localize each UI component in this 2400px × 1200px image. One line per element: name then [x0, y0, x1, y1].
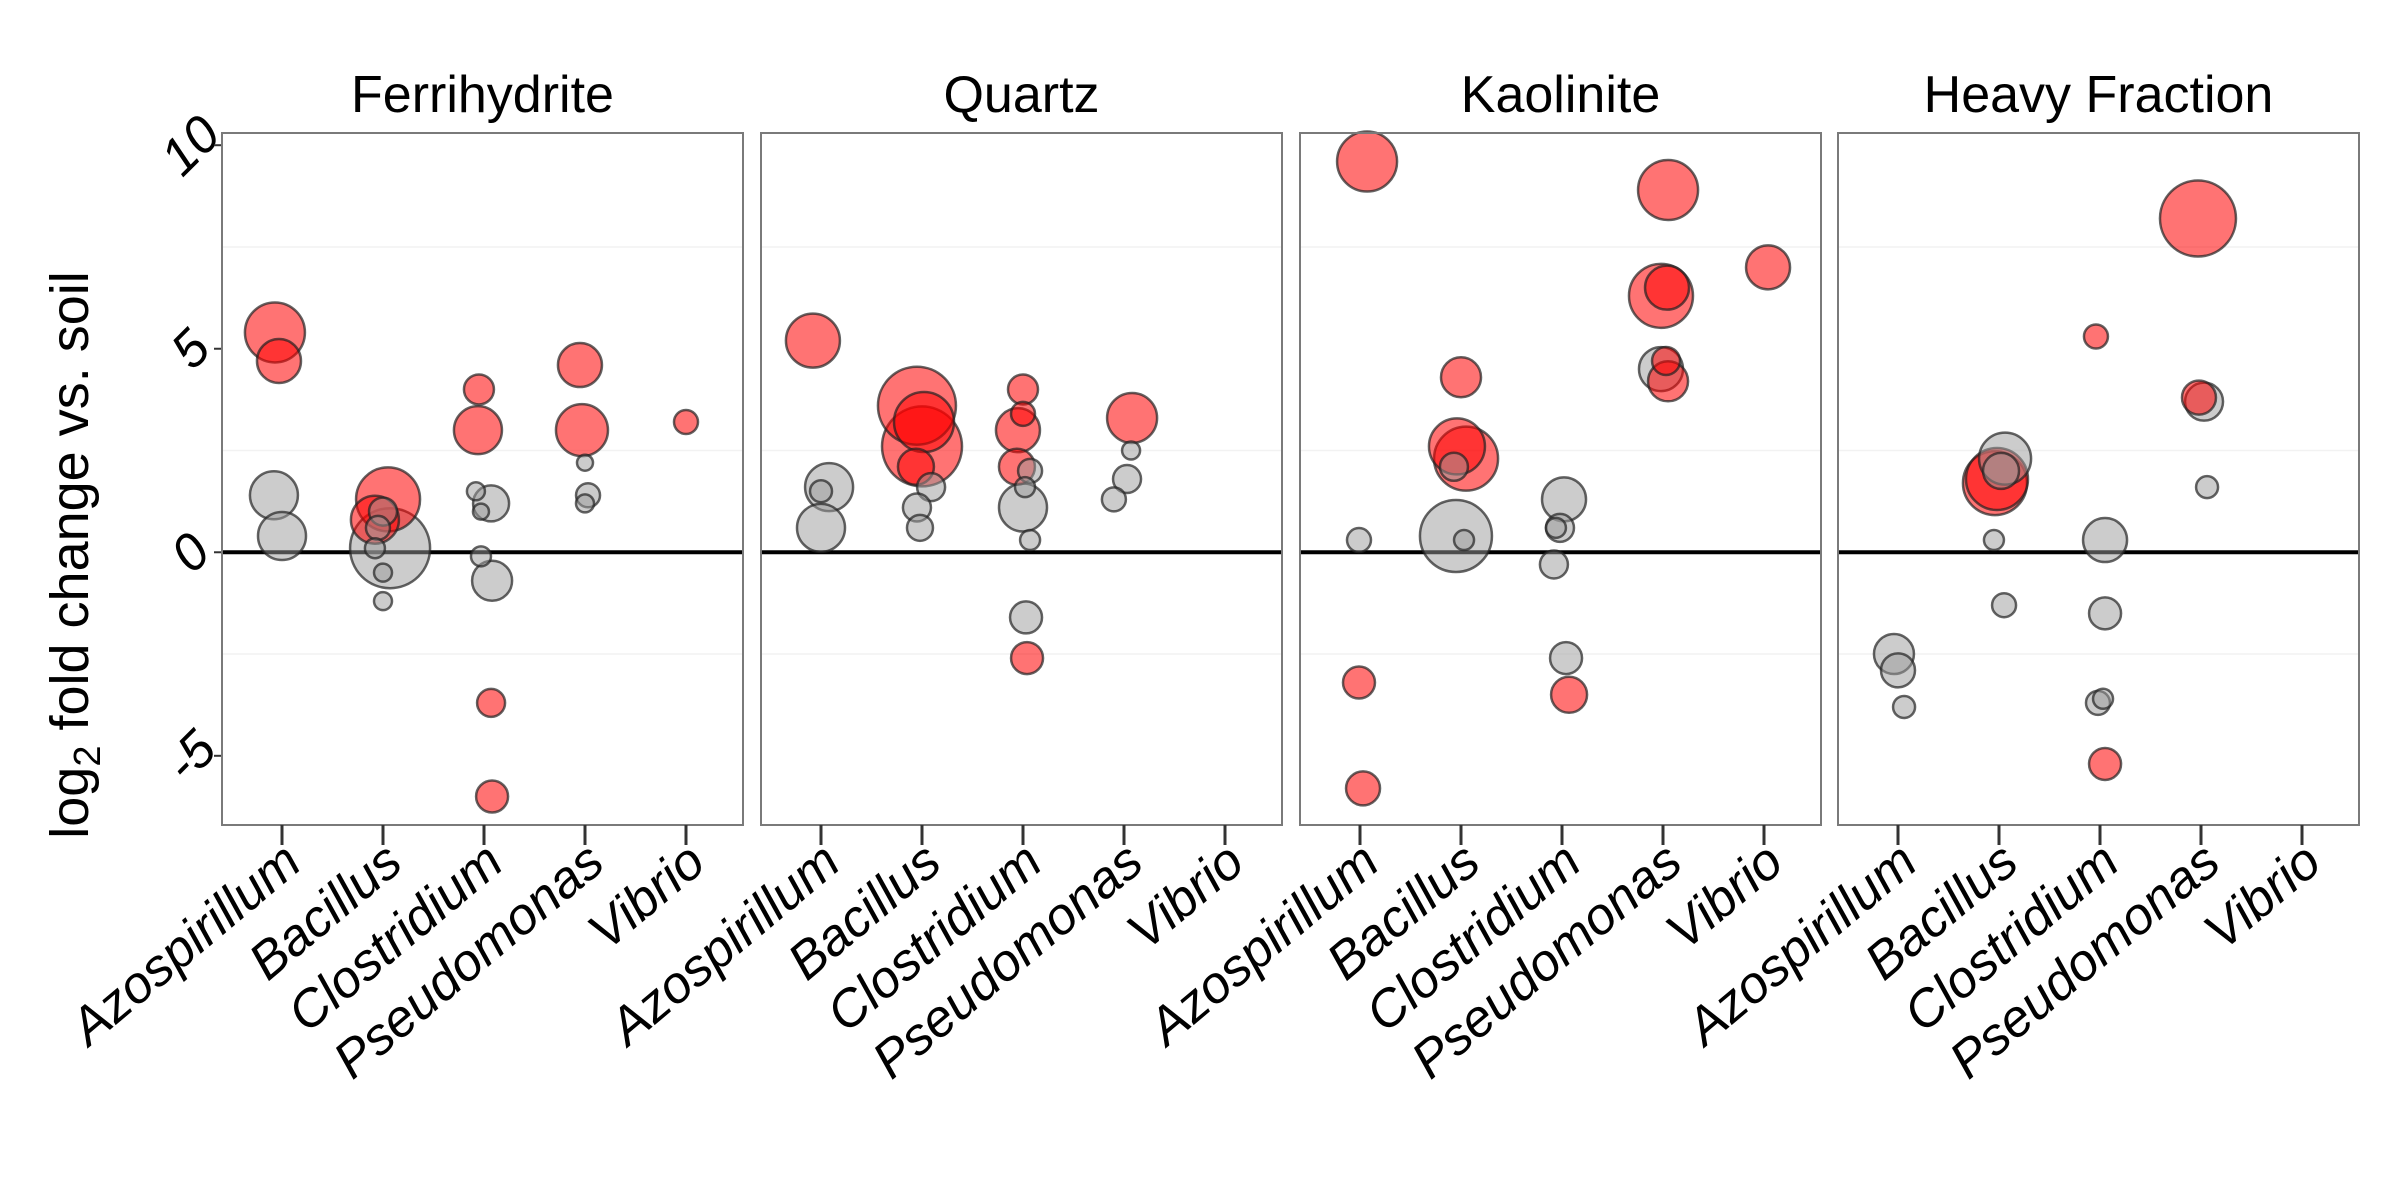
data-point-significant: [452, 404, 504, 456]
data-point-significant: [2087, 746, 2123, 782]
data-point: [1018, 528, 1042, 552]
y-tick-label: 0: [160, 522, 222, 584]
data-point: [1538, 549, 1570, 580]
data-point-significant: [2158, 179, 2238, 258]
data-point-significant: [672, 408, 700, 436]
panel-title: Kaolinite: [1461, 66, 1660, 124]
panel-ferrihydrite: FerrihydriteAzospirillumBacillusClostrid…: [57, 66, 744, 1090]
data-point-significant: [1105, 391, 1159, 445]
data-point-significant: [1636, 158, 1700, 222]
data-point: [1013, 475, 1037, 499]
data-point: [1008, 600, 1044, 635]
data-point: [469, 545, 493, 568]
data-point-significant: [2180, 379, 2218, 416]
data-point: [372, 562, 394, 583]
panels-layer: 1050-5FerrihydriteAzospirillumBacillusCl…: [57, 66, 2360, 1090]
y-tick-label: 5: [160, 318, 222, 380]
data-point: [465, 480, 487, 502]
data-point: [1981, 451, 2021, 491]
y-axis-label-suffix: fold change vs. soil: [40, 271, 100, 745]
data-point: [471, 502, 491, 521]
data-point: [1452, 528, 1476, 552]
data-point: [1982, 528, 2006, 552]
data-point-significant: [1643, 264, 1691, 311]
data-point: [363, 536, 387, 560]
data-point-significant: [1341, 665, 1377, 700]
data-point-significant: [554, 402, 610, 458]
x-tick-label: Vibrio: [2193, 832, 2331, 961]
panel-title: Heavy Fraction: [1924, 66, 2274, 124]
data-point-significant: [1344, 770, 1382, 807]
data-point-significant: [892, 390, 956, 454]
data-point-significant: [1335, 130, 1399, 193]
data-point-significant: [784, 312, 842, 369]
data-point: [364, 514, 392, 542]
data-point-significant: [556, 341, 604, 389]
data-point: [256, 510, 308, 562]
data-point: [2081, 516, 2129, 564]
data-point-significant: [2082, 323, 2110, 350]
data-point-significant: [474, 779, 510, 814]
data-point-significant: [255, 337, 303, 385]
data-point: [1111, 463, 1143, 495]
data-point: [1548, 640, 1584, 676]
panel-title: Quartz: [943, 66, 1099, 124]
data-point: [2091, 687, 2115, 711]
data-point-significant: [462, 373, 496, 406]
data-point: [1544, 516, 1568, 540]
data-point: [1438, 451, 1470, 483]
y-axis-label-subscript: 2: [67, 746, 109, 767]
data-point: [808, 478, 834, 504]
data-point: [1990, 591, 2018, 619]
plot-area: [1838, 133, 2359, 825]
data-point-significant: [475, 687, 507, 719]
data-point: [470, 559, 514, 603]
data-point: [1120, 440, 1142, 461]
data-point-significant: [1009, 400, 1037, 428]
data-point-significant: [1439, 355, 1483, 399]
data-point: [1879, 652, 1917, 689]
data-point: [574, 493, 596, 514]
data-point-significant: [1650, 345, 1682, 377]
data-point: [1891, 694, 1917, 720]
y-axis-label: log2 fold change vs. soil: [40, 271, 109, 838]
data-point-significant: [1009, 640, 1045, 676]
data-point: [1100, 486, 1128, 513]
data-point: [2087, 596, 2123, 631]
data-point: [795, 502, 847, 554]
data-point: [1345, 526, 1373, 554]
data-point-significant: [1744, 244, 1792, 291]
panel-title: Ferrihydrite: [351, 66, 614, 124]
y-axis-label-prefix: log: [40, 767, 100, 839]
data-point: [2194, 474, 2220, 500]
data-point: [372, 590, 394, 612]
data-point-significant: [1549, 675, 1589, 714]
data-point: [575, 453, 595, 472]
plot-area: [222, 133, 743, 825]
data-point-significant: [1006, 373, 1040, 406]
data-point: [905, 513, 935, 543]
